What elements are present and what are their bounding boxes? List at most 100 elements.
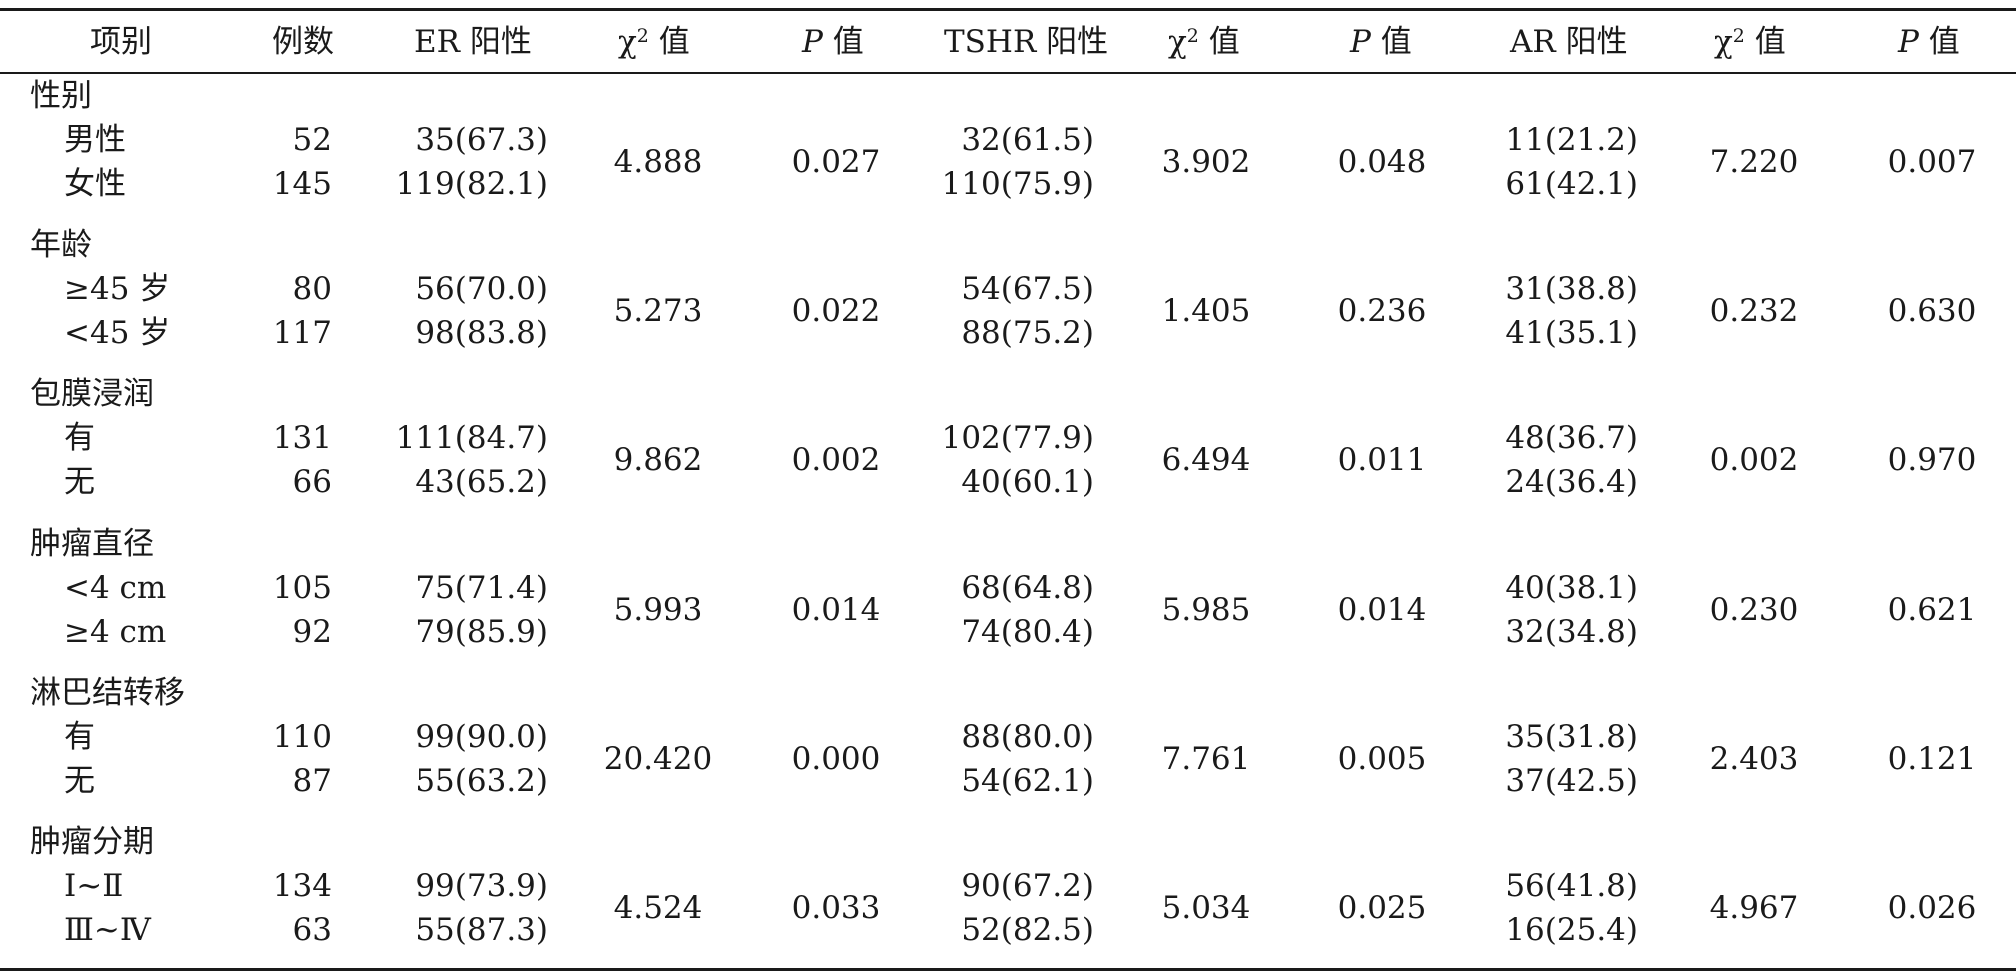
er-p-value-cell: 0.022 (791, 293, 881, 329)
tshr-p-value-cell: 0.011 (1337, 442, 1427, 478)
count-cell: 66 (292, 464, 332, 500)
count-cell: 105 (272, 570, 332, 606)
tshr-positive-cell: 54(62.1) (961, 763, 1094, 799)
ar-positive-cell: 24(36.4) (1505, 464, 1638, 500)
header-ar-chi: χ2 值 (1714, 20, 1786, 64)
er-positive-cell: 111(84.7) (395, 420, 548, 456)
ar-positive-cell: 56(41.8) (1505, 868, 1638, 904)
tshr-p-value-cell: 0.014 (1337, 592, 1427, 628)
ar-positive-cell: 32(34.8) (1505, 614, 1638, 650)
tshr-positive-cell: 88(75.2) (961, 315, 1094, 351)
header-er-chi: χ2 值 (618, 20, 690, 64)
tshr-p-value-cell: 0.005 (1337, 741, 1427, 777)
ar-chi-square-cell: 0.002 (1709, 442, 1799, 478)
count-cell: 80 (292, 271, 332, 307)
header-item: 项别 (90, 24, 152, 60)
ar-chi-square-cell: 2.403 (1709, 741, 1799, 777)
row-label: 男性 (64, 122, 126, 158)
p-suffix: 值 (822, 24, 864, 60)
header-ar: AR 阳性 (1510, 24, 1628, 60)
er-positive-cell: 99(73.9) (415, 868, 548, 904)
category-label: 包膜浸润 (30, 376, 154, 412)
category-label: 年龄 (30, 227, 92, 263)
tshr-p-value-cell: 0.048 (1337, 144, 1427, 180)
header-er: ER 阳性 (414, 24, 532, 60)
p-suffix: 值 (1370, 24, 1412, 60)
chi-superscript: 2 (1732, 25, 1745, 47)
ar-chi-square-cell: 4.967 (1709, 890, 1799, 926)
tshr-positive-cell: 40(60.1) (961, 464, 1094, 500)
ar-positive-cell: 40(38.1) (1505, 570, 1638, 606)
row-label: Ⅰ~Ⅱ (64, 868, 124, 904)
table-top-rule (0, 8, 2016, 11)
category-label: 肿瘤直径 (30, 526, 154, 562)
row-label: <45 岁 (64, 315, 171, 351)
row-label: 女性 (64, 166, 126, 202)
ar-p-value-cell: 0.007 (1887, 144, 1977, 180)
er-chi-square-cell: 5.993 (613, 592, 703, 628)
tshr-chi-square-cell: 5.985 (1161, 592, 1251, 628)
count-cell: 145 (272, 166, 332, 202)
table-bottom-rule (0, 968, 2016, 971)
chi-superscript: 2 (1186, 25, 1199, 47)
er-positive-cell: 55(87.3) (415, 912, 548, 948)
tshr-positive-cell: 74(80.4) (961, 614, 1094, 650)
ar-p-value-cell: 0.121 (1887, 741, 1977, 777)
header-tshr-chi: χ2 值 (1168, 20, 1240, 64)
er-positive-cell: 119(82.1) (395, 166, 548, 202)
er-p-value-cell: 0.027 (791, 144, 881, 180)
tshr-p-value-cell: 0.236 (1337, 293, 1427, 329)
ar-positive-cell: 48(36.7) (1505, 420, 1638, 456)
ar-p-value-cell: 0.630 (1887, 293, 1977, 329)
er-chi-square-cell: 5.273 (613, 293, 703, 329)
er-positive-cell: 55(63.2) (415, 763, 548, 799)
header-ar-p: P 值 (1898, 20, 1960, 64)
er-positive-cell: 79(85.9) (415, 614, 548, 650)
count-cell: 110 (272, 719, 332, 755)
er-positive-cell: 99(90.0) (415, 719, 548, 755)
row-label: <4 cm (64, 570, 167, 606)
count-cell: 117 (272, 315, 332, 351)
row-label: Ⅲ~Ⅳ (64, 912, 151, 948)
er-p-value-cell: 0.033 (791, 890, 881, 926)
tshr-p-value-cell: 0.025 (1337, 890, 1427, 926)
tshr-chi-square-cell: 7.761 (1161, 741, 1251, 777)
category-label: 淋巴结转移 (30, 675, 185, 711)
ar-positive-cell: 37(42.5) (1505, 763, 1638, 799)
table-header-rule (0, 72, 2016, 74)
ar-positive-cell: 41(35.1) (1505, 315, 1638, 351)
er-chi-square-cell: 20.420 (603, 741, 713, 777)
p-suffix: 值 (1918, 24, 1960, 60)
chi-symbol: χ (1714, 24, 1733, 60)
row-label: 有 (64, 420, 95, 456)
ar-positive-cell: 31(38.8) (1505, 271, 1638, 307)
tshr-positive-cell: 52(82.5) (961, 912, 1094, 948)
er-chi-square-cell: 4.888 (613, 144, 703, 180)
er-p-value-cell: 0.002 (791, 442, 881, 478)
tshr-positive-cell: 88(80.0) (961, 719, 1094, 755)
category-label: 肿瘤分期 (30, 824, 154, 860)
er-chi-square-cell: 4.524 (613, 890, 703, 926)
header-er-p: P 值 (802, 20, 864, 64)
ar-positive-cell: 35(31.8) (1505, 719, 1638, 755)
tshr-positive-cell: 32(61.5) (961, 122, 1094, 158)
er-p-value-cell: 0.014 (791, 592, 881, 628)
ar-p-value-cell: 0.026 (1887, 890, 1977, 926)
tshr-chi-square-cell: 5.034 (1161, 890, 1251, 926)
row-label: ≥45 岁 (64, 271, 171, 307)
count-cell: 134 (272, 868, 332, 904)
header-tshr-p: P 值 (1350, 20, 1412, 64)
ar-chi-square-cell: 7.220 (1709, 144, 1799, 180)
row-label: 无 (64, 763, 95, 799)
tshr-chi-square-cell: 1.405 (1161, 293, 1251, 329)
chi-symbol: χ (1168, 24, 1187, 60)
ar-chi-square-cell: 0.232 (1709, 293, 1799, 329)
tshr-positive-cell: 102(77.9) (941, 420, 1094, 456)
p-letter: P (1898, 24, 1919, 60)
count-cell: 63 (292, 912, 332, 948)
er-positive-cell: 98(83.8) (415, 315, 548, 351)
chi-superscript: 2 (636, 25, 649, 47)
category-label: 性别 (30, 78, 92, 114)
count-cell: 131 (272, 420, 332, 456)
